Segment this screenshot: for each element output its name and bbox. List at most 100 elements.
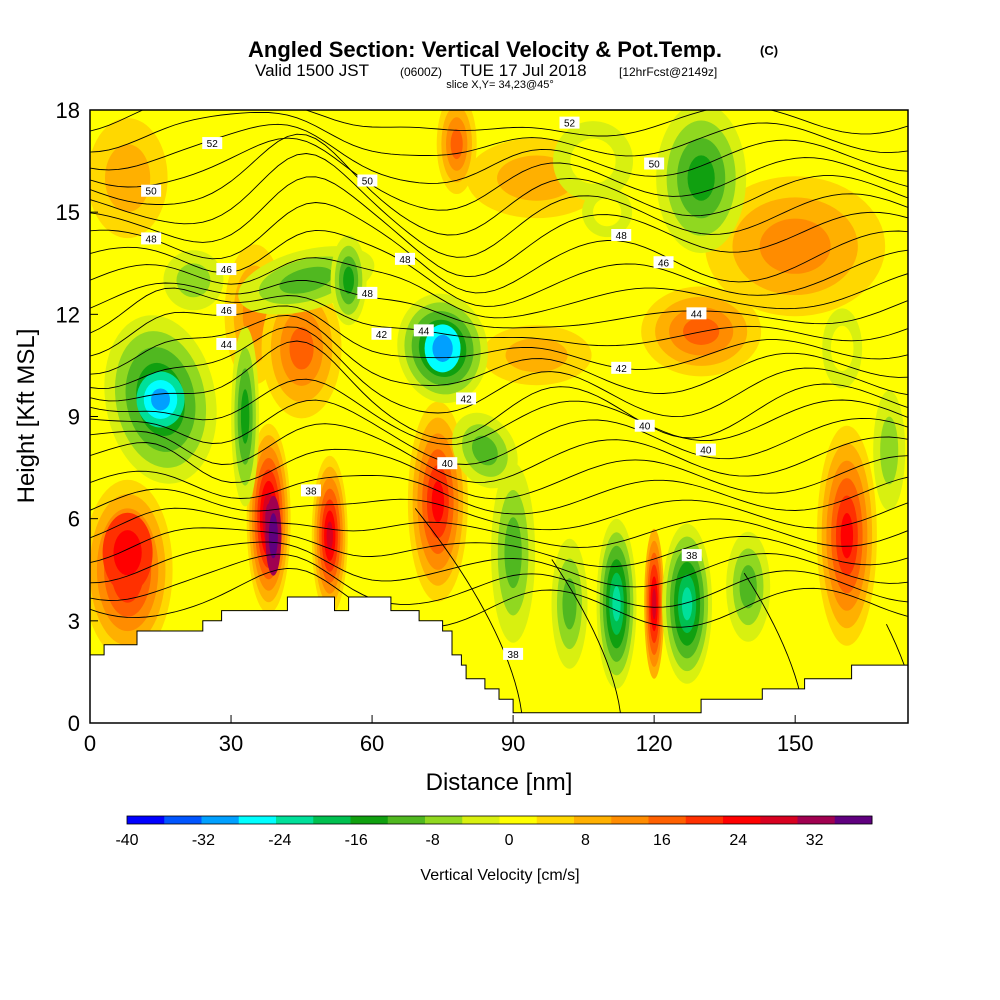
theta-contour xyxy=(90,176,908,278)
theta-contour xyxy=(551,559,621,713)
plot-area: 52 52 50 50 50 48 48 48 48 46 46 46 44 44 44 42 42 42 40 40… xyxy=(13,98,909,796)
theta-contour xyxy=(90,280,908,329)
colorbar-tick-label: -8 xyxy=(426,832,440,849)
contour-label: 52 xyxy=(559,116,580,130)
colorbar-swatch xyxy=(760,816,798,824)
contour-label-text: 50 xyxy=(146,187,158,198)
colorbar-swatch xyxy=(723,816,761,824)
colorbar-tick-label: 16 xyxy=(653,832,671,849)
contour-label-bg xyxy=(216,337,237,350)
contour-label: 46 xyxy=(653,256,674,269)
theta-contour xyxy=(90,541,908,588)
contour-label: 48 xyxy=(611,229,632,242)
theta-contour xyxy=(90,202,908,294)
contour-label-bg xyxy=(300,484,321,497)
velocity-cell xyxy=(681,587,693,621)
contour-label-text: 42 xyxy=(376,330,388,341)
theta-contours xyxy=(90,110,908,713)
contour-label-text: 50 xyxy=(362,177,374,188)
theta-contour xyxy=(90,326,908,418)
velocity-cell xyxy=(105,144,151,213)
slice-label: slice X,Y= 34,23@45° xyxy=(446,79,554,91)
colorbar-swatch xyxy=(164,816,202,824)
contour-label-bg xyxy=(681,549,702,562)
colorbar-ticks: -40 -32 -24 -16 -8 0 8 16 24 32 xyxy=(115,832,823,849)
theta-contour xyxy=(90,399,908,465)
theta-contour xyxy=(90,314,908,394)
contour-label-text: 42 xyxy=(616,364,628,375)
contour-label-bg xyxy=(695,443,716,456)
theta-contour xyxy=(90,111,908,157)
velocity-cell xyxy=(343,266,355,294)
subtitle-date: TUE 17 Jul 2018 xyxy=(460,61,587,80)
velocity-cell xyxy=(268,513,278,559)
chart-title-tag: (C) xyxy=(760,43,778,58)
colorbar-swatch xyxy=(648,816,687,824)
contour-label-text: 38 xyxy=(686,551,698,562)
contour-label: 48 xyxy=(394,252,415,266)
colorbar-tick-label: -40 xyxy=(115,832,138,849)
colorbar-swatch xyxy=(685,816,724,824)
contour-label: 38 xyxy=(681,549,702,562)
contour-label-text: 50 xyxy=(649,159,661,170)
contour-label-text: 44 xyxy=(418,326,430,337)
contour-label: 38 xyxy=(300,484,321,497)
contour-label-bg xyxy=(357,286,378,299)
contour-label: 52 xyxy=(202,137,223,150)
contour-label: 42 xyxy=(371,327,392,341)
contour-label: 50 xyxy=(357,174,378,188)
colorbar-tick-label: -16 xyxy=(345,832,368,849)
colorbar-tick-label: 0 xyxy=(505,832,514,849)
contour-label: 44 xyxy=(413,324,434,337)
contour-label: 50 xyxy=(644,157,665,170)
theta-contour xyxy=(90,527,908,568)
theta-contour xyxy=(90,153,908,258)
theta-contour xyxy=(90,340,908,440)
theta-contour xyxy=(90,423,908,483)
y-tick-label: 0 xyxy=(68,711,80,736)
contour-label-bg xyxy=(216,263,237,276)
contour-label-text: 52 xyxy=(564,119,576,130)
contour-label-bg xyxy=(202,137,223,150)
x-axis-ticks: 0 30 60 90 120 150 xyxy=(84,715,814,756)
y-tick-label: 15 xyxy=(56,200,80,225)
chart-titles: Angled Section: Vertical Velocity & Pot.… xyxy=(248,37,778,91)
colorbar-swatch xyxy=(797,816,836,824)
colorbar-frame xyxy=(126,815,873,825)
velocity-cell xyxy=(739,565,757,609)
colorbar-swatch xyxy=(611,816,649,824)
contour-label-text: 44 xyxy=(221,340,233,351)
y-tick-label: 9 xyxy=(68,405,80,430)
subtitle-fcst: [12hrFcst@2149z] xyxy=(619,65,717,79)
velocity-cell xyxy=(289,327,314,370)
contour-label-text: 40 xyxy=(700,446,712,457)
theta-contour xyxy=(90,470,908,515)
contour-label-text: 44 xyxy=(691,309,703,320)
velocity-cell xyxy=(471,435,498,466)
contour-label-bg xyxy=(503,647,524,660)
chart-title: Angled Section: Vertical Velocity & Pot.… xyxy=(248,37,722,62)
theta-contour xyxy=(90,442,908,500)
colorbar-tick-label: 8 xyxy=(581,832,590,849)
colorbar: -40 -32 -24 -16 -8 0 8 16 24 32 Vertical Velocity… xyxy=(115,815,873,884)
colorbar-swatch xyxy=(536,816,575,824)
contour-label-text: 52 xyxy=(207,139,219,150)
colorbar-swatch xyxy=(127,816,165,824)
contour-label-bg xyxy=(634,419,655,432)
theta-contour xyxy=(90,507,908,548)
theta-contour xyxy=(90,553,908,608)
velocity-cell xyxy=(570,138,616,184)
contour-label: 46 xyxy=(216,303,237,317)
contour-label-text: 48 xyxy=(362,289,374,300)
contour-label-text: 48 xyxy=(399,255,411,266)
velocity-cell xyxy=(652,588,657,620)
theta-contour xyxy=(414,508,523,713)
contour-label-text: 48 xyxy=(616,231,628,242)
y-tick-label: 18 xyxy=(56,98,80,123)
theta-contour xyxy=(90,488,908,531)
velocity-cell xyxy=(505,338,568,373)
velocity-cell xyxy=(151,388,170,411)
contour-label-bg xyxy=(653,256,674,269)
subtitle-valid: Valid 1500 JST xyxy=(255,61,369,80)
contour-label-bg xyxy=(611,229,632,242)
